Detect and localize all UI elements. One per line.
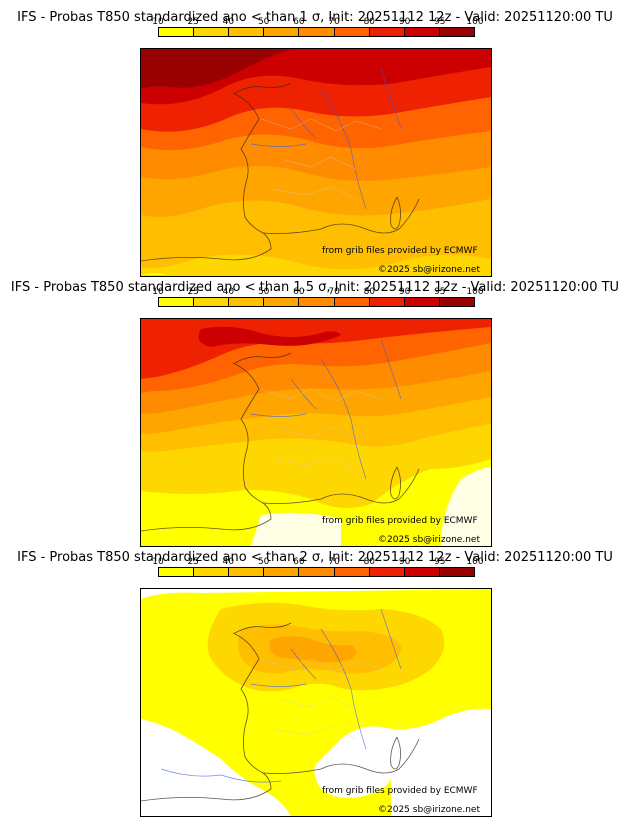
colorbar-swatch: [439, 298, 474, 306]
colorbar-ticks: 10 25 40 50 60 70 80 90 95 100: [152, 557, 483, 567]
colorbar-tick: 95: [434, 557, 446, 567]
colorbar-swatch: [299, 568, 335, 576]
colorbar-swatch: [159, 568, 195, 576]
colorbar-tick: 50: [257, 557, 270, 567]
colorbar-tick: 25: [187, 17, 199, 27]
colorbar-tick: 95: [434, 17, 446, 27]
colorbar-tick: 60: [293, 557, 305, 567]
panel-title: IFS - Probas T850 standardized ano < tha…: [17, 10, 613, 25]
colorbar-swatch: [194, 568, 230, 576]
colorbar-swatch: [439, 28, 474, 36]
colorbar-ticks: 10 25 40 50 60 70 80 90 95 100: [152, 17, 483, 27]
colorbar-swatch: [369, 298, 405, 306]
probability-map-svg: [141, 589, 491, 816]
colorbar-swatch: [264, 28, 300, 36]
panel-title: IFS - Probas T850 standardized ano < tha…: [17, 550, 613, 565]
colorbar-swatch: [334, 298, 370, 306]
colorbar-tick: 60: [293, 17, 305, 27]
colorbar-tick: 40: [222, 17, 235, 27]
colorbar-tick: 60: [293, 287, 305, 297]
colorbar-tick: 100: [466, 557, 484, 567]
probability-map-svg: [141, 49, 491, 276]
colorbar-tick: 80: [363, 287, 376, 297]
credit-site: ©2025 sb@irizone.net: [378, 535, 480, 545]
colorbar-tick: 90: [398, 287, 411, 297]
colorbar-ticks: 10 25 40 50 60 70 80 90 95 100: [152, 287, 483, 297]
colorbar-swatch: [264, 298, 300, 306]
colorbar-swatch: [229, 568, 265, 576]
colorbar-tick: 10: [152, 287, 164, 297]
credit-grib: from grib files provided by ECMWF: [322, 516, 478, 526]
colorbar-swatch: [369, 28, 405, 36]
colorbar-swatch: [194, 28, 230, 36]
colorbar: [158, 567, 475, 577]
colorbar-swatch: [404, 298, 440, 306]
colorbar-swatch: [229, 28, 265, 36]
colorbar-swatch: [194, 298, 230, 306]
colorbar-swatch: [439, 568, 474, 576]
colorbar-tick: 80: [363, 557, 376, 567]
colorbar-tick: 100: [466, 287, 484, 297]
probability-map: [140, 318, 492, 547]
colorbar-swatch: [264, 568, 300, 576]
credit-grib: from grib files provided by ECMWF: [322, 246, 478, 256]
map-panel-1: IFS - Probas T850 standardized ano < tha…: [0, 0, 630, 277]
colorbar-tick: 40: [222, 287, 235, 297]
colorbar-tick: 80: [363, 17, 376, 27]
colorbar-tick: 70: [328, 557, 340, 567]
probability-map: [140, 48, 492, 277]
colorbar-swatch: [369, 568, 405, 576]
colorbar-swatch: [299, 28, 335, 36]
colorbar: [158, 27, 475, 37]
colorbar-swatch: [334, 568, 370, 576]
colorbar-tick: 25: [187, 557, 199, 567]
colorbar-tick: 70: [328, 287, 340, 297]
colorbar-tick: 40: [222, 557, 235, 567]
colorbar-swatch: [159, 298, 195, 306]
colorbar-tick: 50: [257, 17, 270, 27]
colorbar-swatch: [334, 28, 370, 36]
colorbar-tick: 10: [152, 557, 164, 567]
map-panel-3: IFS - Probas T850 standardized ano < tha…: [0, 540, 630, 817]
credit-site: ©2025 sb@irizone.net: [378, 265, 480, 275]
credit-grib: from grib files provided by ECMWF: [322, 786, 478, 796]
colorbar-swatch: [229, 298, 265, 306]
colorbar-swatch: [159, 28, 195, 36]
colorbar-swatch: [299, 298, 335, 306]
colorbar: [158, 297, 475, 307]
colorbar-swatch: [404, 568, 440, 576]
colorbar-tick: 10: [152, 17, 164, 27]
colorbar-tick: 25: [187, 287, 199, 297]
colorbar-tick: 100: [466, 17, 484, 27]
colorbar-tick: 95: [434, 287, 446, 297]
colorbar-tick: 70: [328, 17, 340, 27]
colorbar-tick: 90: [398, 17, 411, 27]
probability-map: [140, 588, 492, 817]
colorbar-tick: 50: [257, 287, 270, 297]
map-panel-2: IFS - Probas T850 standardized ano < tha…: [0, 270, 630, 547]
colorbar-tick: 90: [398, 557, 411, 567]
panel-title: IFS - Probas T850 standardized ano < tha…: [10, 280, 620, 295]
credit-site: ©2025 sb@irizone.net: [378, 805, 480, 815]
colorbar-swatch: [404, 28, 440, 36]
probability-map-svg: [141, 319, 491, 546]
